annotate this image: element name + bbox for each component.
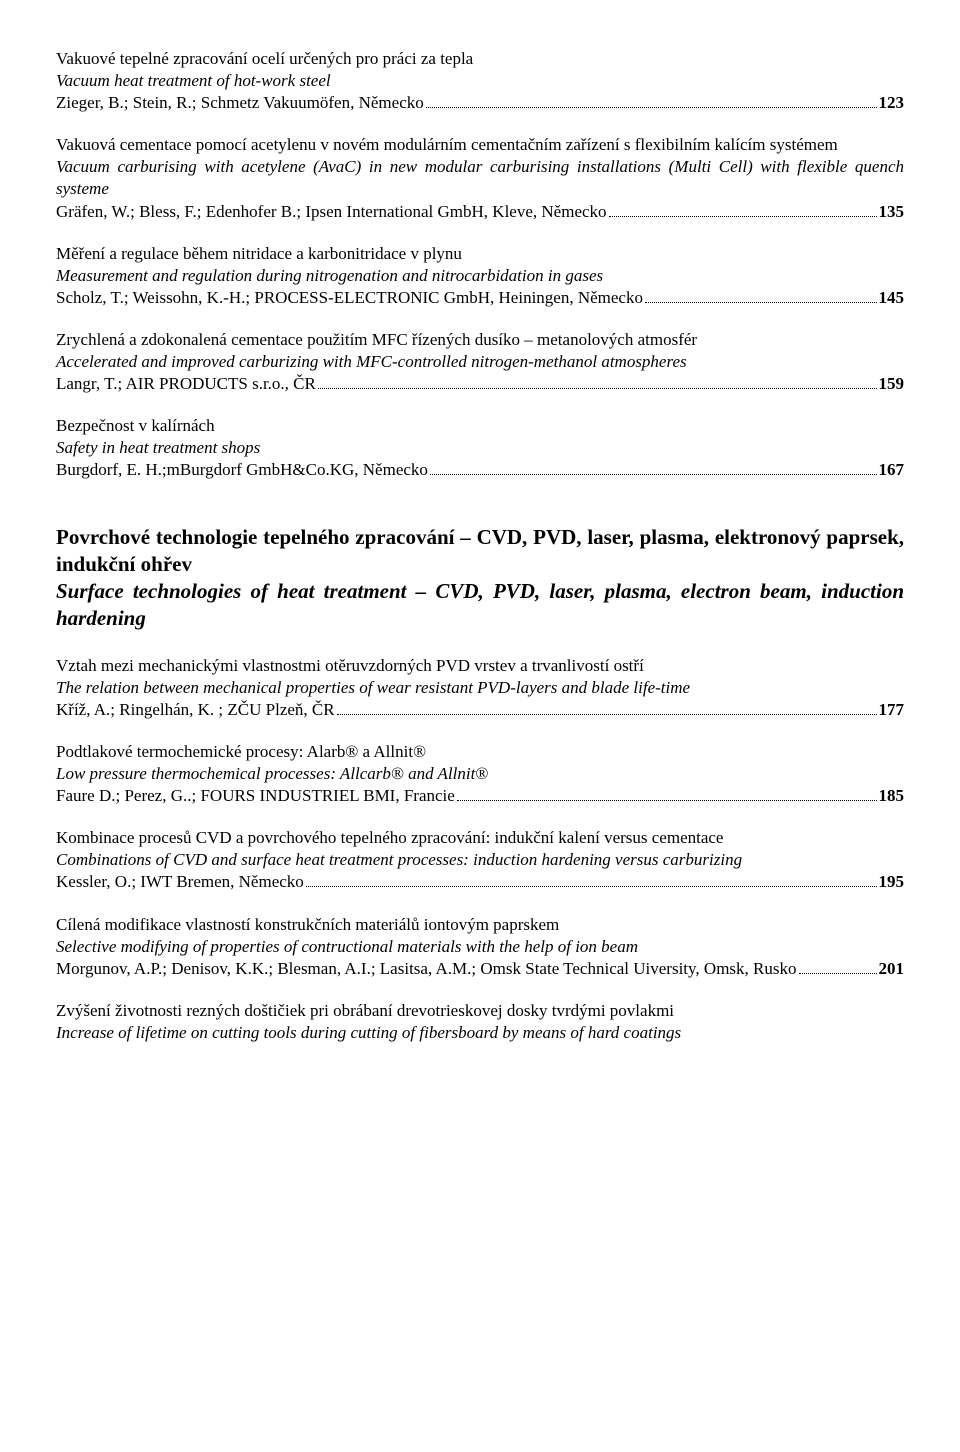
leader-dots [457, 800, 877, 801]
entry-title-en: Low pressure thermochemical processes: A… [56, 763, 904, 785]
entry-title-en: Increase of lifetime on cutting tools du… [56, 1022, 904, 1044]
entry-page-number: 201 [879, 958, 905, 980]
entry-page-number: 123 [879, 92, 905, 114]
entry-title-en: Vacuum carburising with acetylene (AvaC)… [56, 156, 904, 200]
section-title-en: Surface technologies of heat treatment –… [56, 579, 904, 630]
entry-page-number: 185 [879, 785, 905, 807]
entry-author-line: Zieger, B.; Stein, R.; Schmetz Vakuumöfe… [56, 92, 904, 114]
entry-author-line: Morgunov, A.P.; Denisov, K.K.; Blesman, … [56, 958, 904, 980]
leader-dots [645, 302, 877, 303]
entry-authors: Scholz, T.; Weissohn, K.-H.; PROCESS-ELE… [56, 287, 643, 309]
entry-author-line: Kříž, A.; Ringelhán, K. ; ZČU Plzeň, ČR 1… [56, 699, 904, 721]
entry-title-en: Measurement and regulation during nitrog… [56, 265, 904, 287]
entry-title-cz: Zrychlená a zdokonalená cementace použit… [56, 329, 904, 351]
entry-authors: Faure D.; Perez, G..; FOURS INDUSTRIEL B… [56, 785, 455, 807]
entry-author-line: Burgdorf, E. H.;mBurgdorf GmbH&Co.KG, Ně… [56, 459, 904, 481]
section-heading: Povrchové technologie tepelného zpracová… [56, 524, 904, 633]
toc-entry: Vakuové tepelné zpracování ocelí určenýc… [56, 48, 904, 114]
entry-title-en: The relation between mechanical properti… [56, 677, 904, 699]
entry-title-cz: Vakuové tepelné zpracování ocelí určenýc… [56, 48, 904, 70]
entry-authors: Langr, T.; AIR PRODUCTS s.r.o., ČR [56, 373, 316, 395]
leader-dots [799, 973, 877, 974]
section-title-cz: Povrchové technologie tepelného zpracová… [56, 525, 904, 576]
toc-entry: Cílená modifikace vlastností konstrukční… [56, 914, 904, 980]
toc-entry: Měření a regulace během nitridace a karb… [56, 243, 904, 309]
toc-entry: Zrychlená a zdokonalená cementace použit… [56, 329, 904, 395]
toc-entry: Vztah mezi mechanickými vlastnostmi otěr… [56, 655, 904, 721]
entry-authors: Burgdorf, E. H.;mBurgdorf GmbH&Co.KG, Ně… [56, 459, 428, 481]
entry-title-en: Safety in heat treatment shops [56, 437, 904, 459]
entry-authors: Kříž, A.; Ringelhán, K. ; ZČU Plzeň, ČR [56, 699, 335, 721]
entry-page-number: 195 [879, 871, 905, 893]
entry-title-cz: Vztah mezi mechanickými vlastnostmi otěr… [56, 655, 904, 677]
leader-dots [426, 107, 877, 108]
entry-author-line: Faure D.; Perez, G..; FOURS INDUSTRIEL B… [56, 785, 904, 807]
entry-title-cz: Cílená modifikace vlastností konstrukční… [56, 914, 904, 936]
entry-page-number: 159 [879, 373, 905, 395]
entry-authors: Morgunov, A.P.; Denisov, K.K.; Blesman, … [56, 958, 797, 980]
entry-authors: Kessler, O.; IWT Bremen, Německo [56, 871, 304, 893]
entry-author-line: Scholz, T.; Weissohn, K.-H.; PROCESS-ELE… [56, 287, 904, 309]
entry-authors: Gräfen, W.; Bless, F.; Edenhofer B.; Ips… [56, 201, 607, 223]
entry-title-en: Vacuum heat treatment of hot-work steel [56, 70, 904, 92]
entry-title-cz: Vakuová cementace pomocí acetylenu v nov… [56, 134, 904, 156]
entry-title-en: Combinations of CVD and surface heat tre… [56, 849, 904, 871]
toc-entry: Bezpečnost v kalírnáchSafety in heat tre… [56, 415, 904, 481]
leader-dots [318, 388, 877, 389]
leader-dots [337, 714, 877, 715]
entry-title-en: Selective modifying of properties of con… [56, 936, 904, 958]
entry-page-number: 145 [879, 287, 905, 309]
entry-author-line: Kessler, O.; IWT Bremen, Německo 195 [56, 871, 904, 893]
entry-page-number: 177 [879, 699, 905, 721]
leader-dots [306, 886, 877, 887]
toc-entry-tail: Zvýšení životnosti rezných doštičiek pri… [56, 1000, 904, 1044]
entry-author-line: Langr, T.; AIR PRODUCTS s.r.o., ČR 159 [56, 373, 904, 395]
entry-author-line: Gräfen, W.; Bless, F.; Edenhofer B.; Ips… [56, 201, 904, 223]
entry-title-cz: Zvýšení životnosti rezných doštičiek pri… [56, 1000, 904, 1022]
entry-page-number: 135 [879, 201, 905, 223]
entry-title-cz: Měření a regulace během nitridace a karb… [56, 243, 904, 265]
toc-entry: Vakuová cementace pomocí acetylenu v nov… [56, 134, 904, 222]
entry-title-cz: Bezpečnost v kalírnách [56, 415, 904, 437]
entry-title-cz: Podtlakové termochemické procesy: Alarb®… [56, 741, 904, 763]
leader-dots [609, 216, 877, 217]
entry-title-en: Accelerated and improved carburizing wit… [56, 351, 904, 373]
entry-page-number: 167 [879, 459, 905, 481]
entry-title-cz: Kombinace procesů CVD a povrchového tepe… [56, 827, 904, 849]
entry-authors: Zieger, B.; Stein, R.; Schmetz Vakuumöfe… [56, 92, 424, 114]
toc-entry: Podtlakové termochemické procesy: Alarb®… [56, 741, 904, 807]
toc-entry: Kombinace procesů CVD a povrchového tepe… [56, 827, 904, 893]
leader-dots [430, 474, 877, 475]
